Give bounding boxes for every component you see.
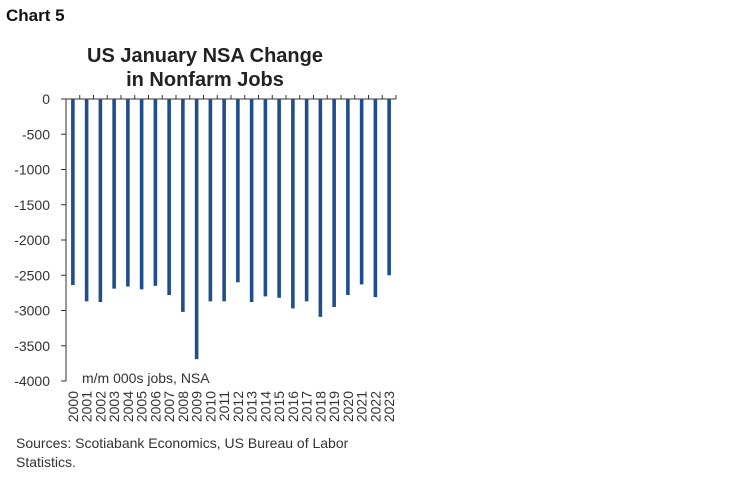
chart-title-line-2: in Nonfarm Jobs [126,69,284,91]
bar-2006 [153,99,158,286]
x-tick-label: 2016 [285,391,301,422]
bar-2000 [71,99,75,286]
chart-title: US January NSA Change in Nonfarm Jobs [40,44,370,92]
source-note: Sources: Scotiabank Economics, US Bureau… [16,435,349,470]
y-tick-label: -500 [22,126,50,142]
bar-2022 [373,99,378,298]
bar-2021 [359,99,364,285]
bar-2005 [139,99,144,290]
bar-2004 [126,99,130,287]
bar-2016 [291,99,295,309]
bar-2018 [318,99,323,317]
bar-2001 [84,99,89,302]
bar-2008 [181,99,185,312]
x-tick-label: 2021 [354,391,370,422]
x-tick-label: 2013 [244,391,260,422]
bar-2002 [98,99,103,303]
bar-2015 [277,99,281,298]
y-tick-label: -1500 [14,197,50,213]
chart-number-label: Chart 5 [6,6,65,25]
x-tick-label: 2005 [134,391,150,422]
x-tick-label: 2012 [230,391,246,422]
y-tick-label: 0 [42,91,50,107]
bar-2010 [208,99,213,302]
chart-title-line-1: US January NSA Change [87,45,323,67]
y-tick-label: -2500 [14,267,50,283]
bar-2013 [249,99,254,303]
bar-2020 [346,99,350,295]
x-tick-label: 2002 [92,391,108,422]
x-tick-label: 2001 [79,391,95,422]
x-tick-label: 2007 [161,391,177,422]
bar-2017 [304,99,309,302]
x-tick-label: 2019 [326,391,342,422]
y-tick-label: -4000 [14,373,50,389]
bar-2003 [112,99,116,289]
x-tick-label: 2000 [65,391,81,422]
x-tick-label: 2022 [367,391,383,422]
x-tick-label: 2003 [106,391,122,422]
x-tick-label: 2004 [120,391,136,422]
bar-2007 [167,99,171,295]
bar-2009 [194,99,199,360]
x-tick-label: 2020 [340,391,356,422]
x-tick-label: 2011 [216,391,232,421]
y-tick-label: -1000 [14,162,50,178]
x-tick-label: 2015 [271,391,287,422]
x-tick-label: 2010 [202,391,218,422]
y-tick-label: -3500 [14,338,50,354]
y-tick-label: -3000 [14,303,50,319]
bar-2014 [263,99,268,297]
x-tick-label: 2006 [147,391,163,422]
bar-2023 [387,99,391,276]
x-tick-label: 2018 [312,391,328,422]
bar-2011 [222,99,226,302]
bar-2019 [332,99,336,307]
x-tick-label: 2023 [381,391,397,422]
units-note: m/m 000s jobs, NSA [80,370,212,386]
y-tick-label: -2000 [14,232,50,248]
x-tick-label: 2008 [175,391,191,422]
bar-2012 [236,99,240,283]
x-tick-label: 2017 [299,391,315,422]
x-tick-label: 2009 [189,391,205,422]
x-tick-label: 2014 [257,391,273,422]
